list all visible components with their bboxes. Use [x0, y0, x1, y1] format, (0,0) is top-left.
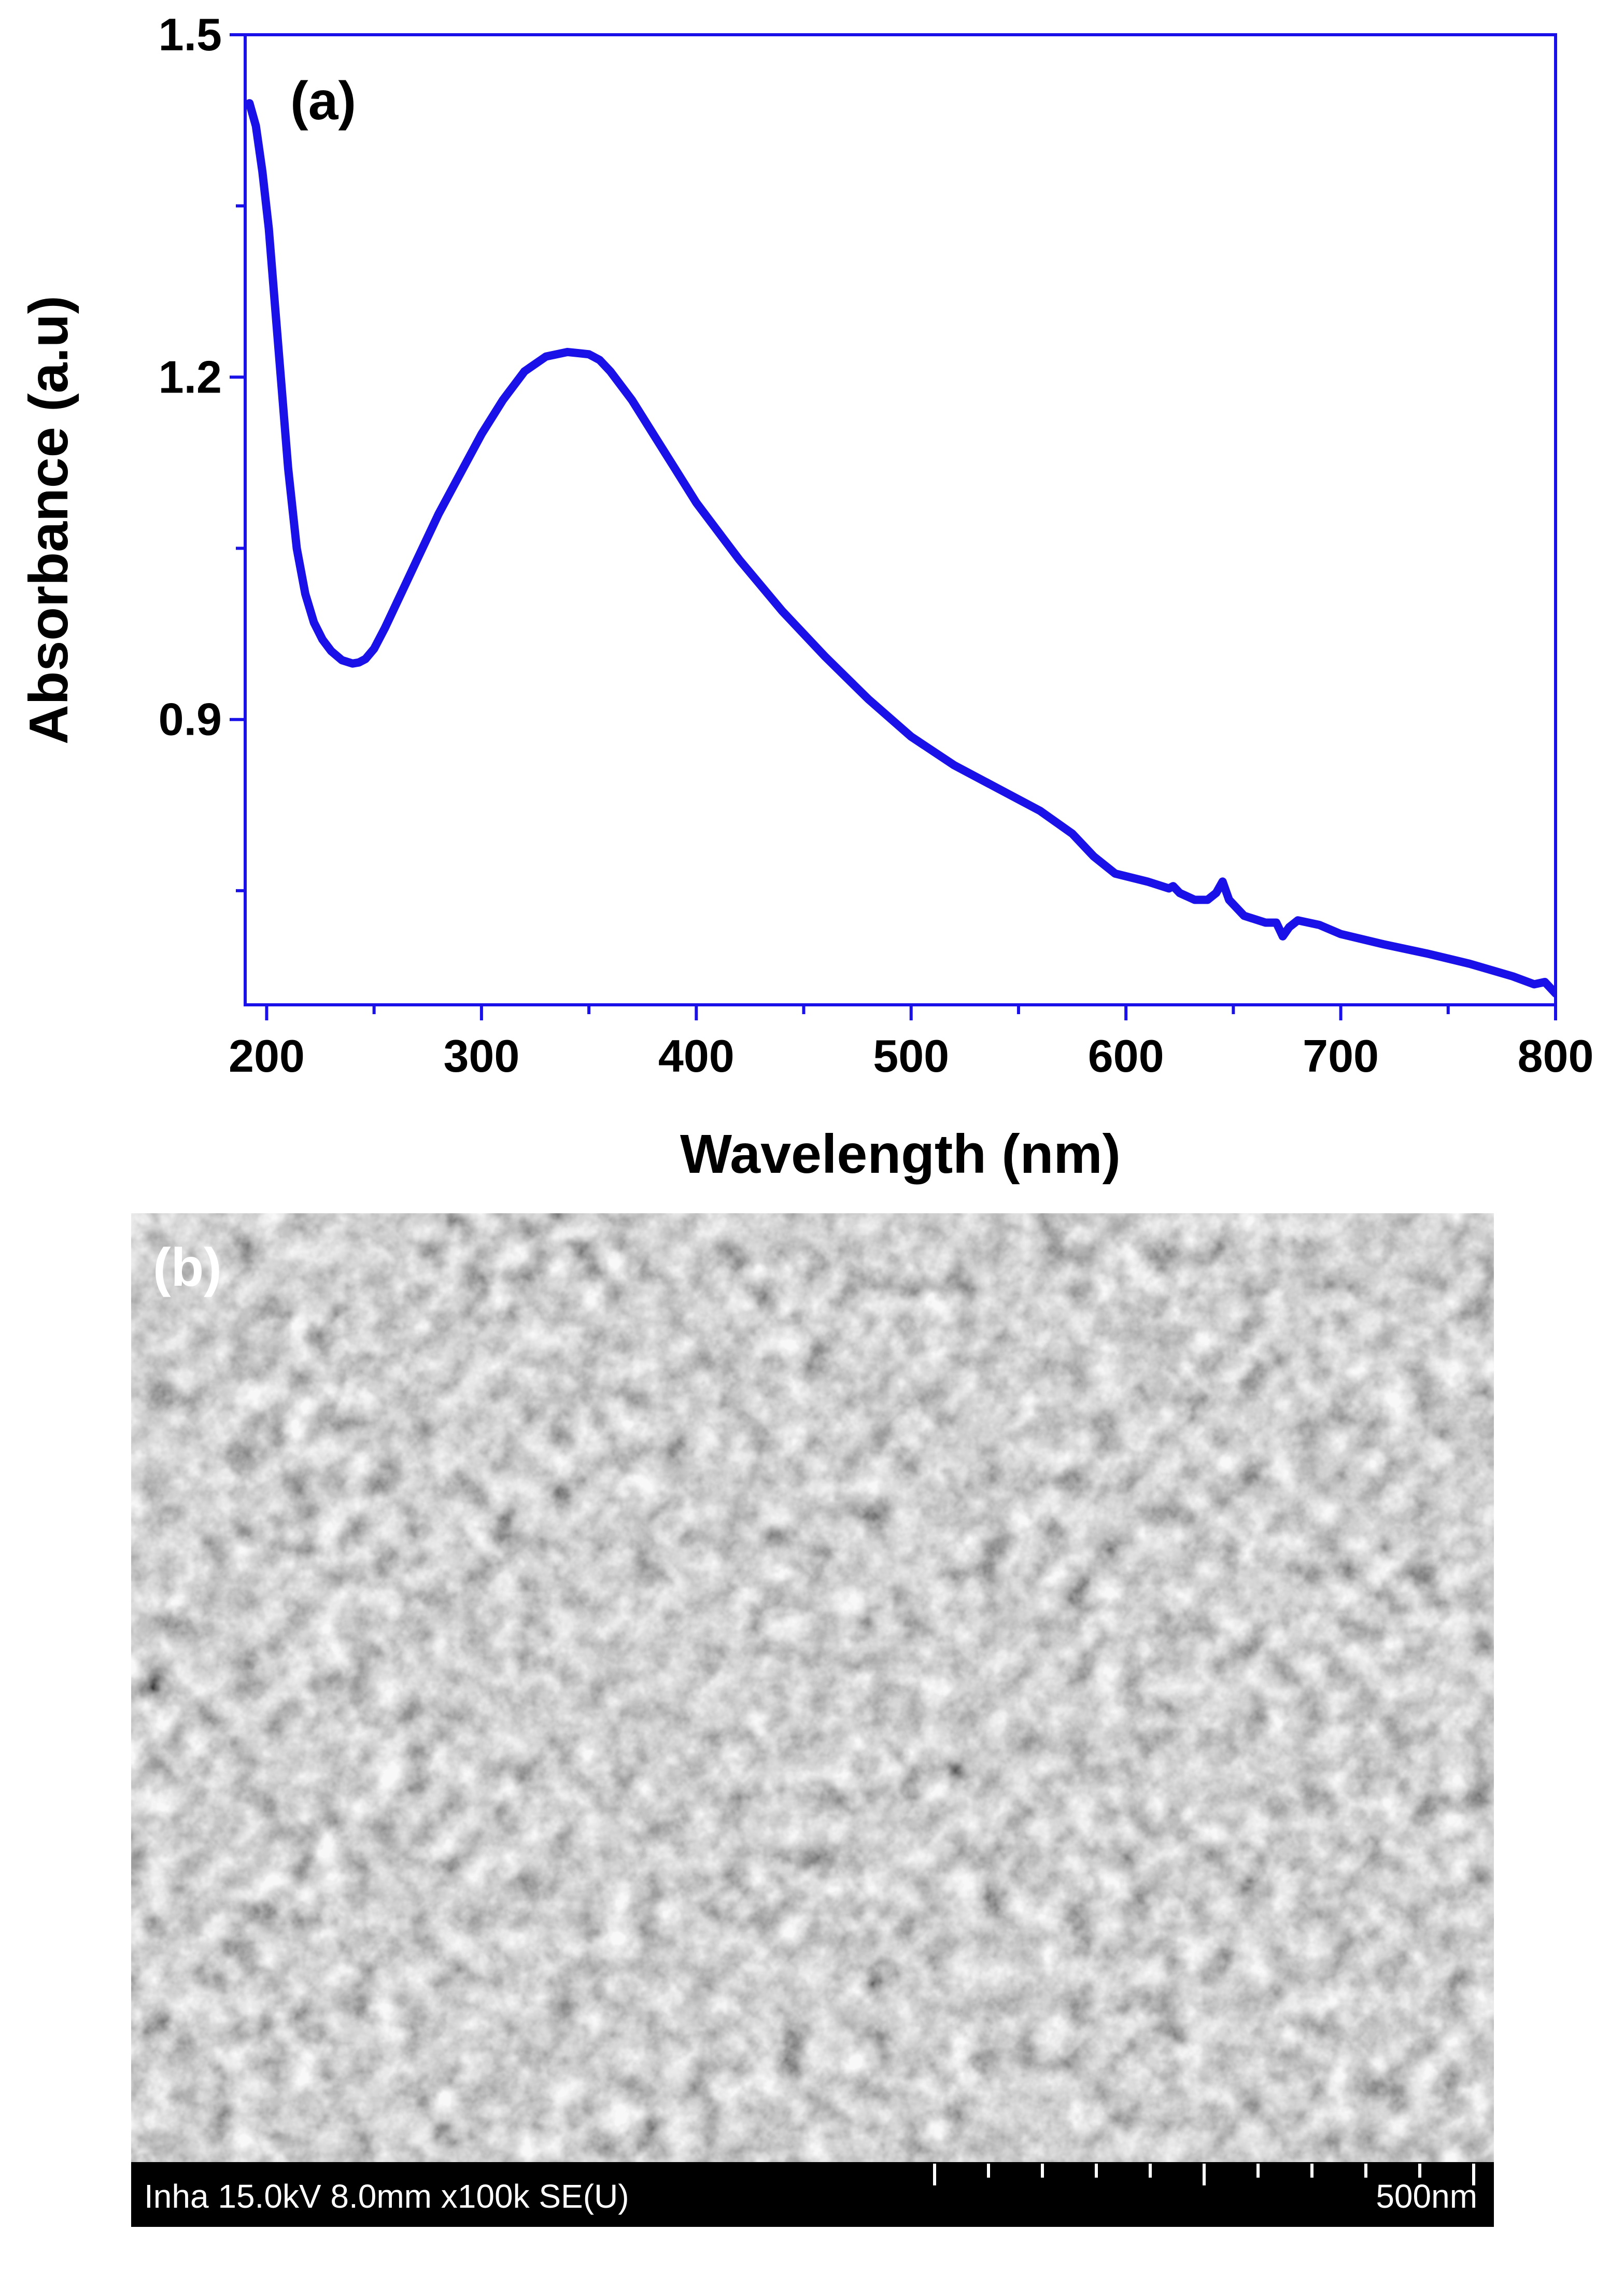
y-axis-tick-labels: 0.9 1.2 1.5: [159, 9, 222, 745]
panel-label-a: (a): [290, 71, 356, 131]
y-axis-ticks: [230, 33, 245, 892]
absorbance-series-line: [245, 99, 1556, 998]
y-axis-title: Absorbance (a.u): [18, 296, 79, 745]
x-axis-title: Wavelength (nm): [680, 1124, 1121, 1185]
plot-frame: [244, 33, 1557, 1006]
y-tick-label: 1.2: [159, 351, 222, 402]
absorbance-chart: 200 300 400 500 600 700 800 0.9 1.2 1.5 (a) Wave…: [18, 9, 1593, 1185]
sem-scale-label: 500nm: [1376, 2178, 1477, 2215]
x-axis-ticks: [265, 1005, 1557, 1020]
sem-info-bar: [131, 2162, 1494, 2227]
sem-micrograph: (b) Inha 15.0kV 8.0mm x100k SE(U) 500nm: [131, 1213, 1494, 2227]
x-tick-label: 300: [443, 1030, 519, 1082]
x-tick-label: 600: [1088, 1030, 1164, 1082]
x-axis-tick-labels: 200 300 400 500 600 700 800: [229, 1030, 1593, 1082]
x-tick-label: 200: [229, 1030, 305, 1082]
x-tick-label: 800: [1518, 1030, 1594, 1082]
x-tick-label: 500: [873, 1030, 949, 1082]
sem-instrument-text: Inha 15.0kV 8.0mm x100k SE(U): [144, 2178, 629, 2215]
y-tick-label: 1.5: [159, 9, 222, 60]
y-tick-label: 0.9: [159, 694, 222, 745]
x-tick-label: 700: [1303, 1030, 1379, 1082]
panel-label-b: (b): [153, 1238, 222, 1298]
sem-image-texture: [131, 1213, 1494, 2162]
x-tick-label: 400: [658, 1030, 735, 1082]
sem-scale-ruler: [933, 2164, 1475, 2185]
